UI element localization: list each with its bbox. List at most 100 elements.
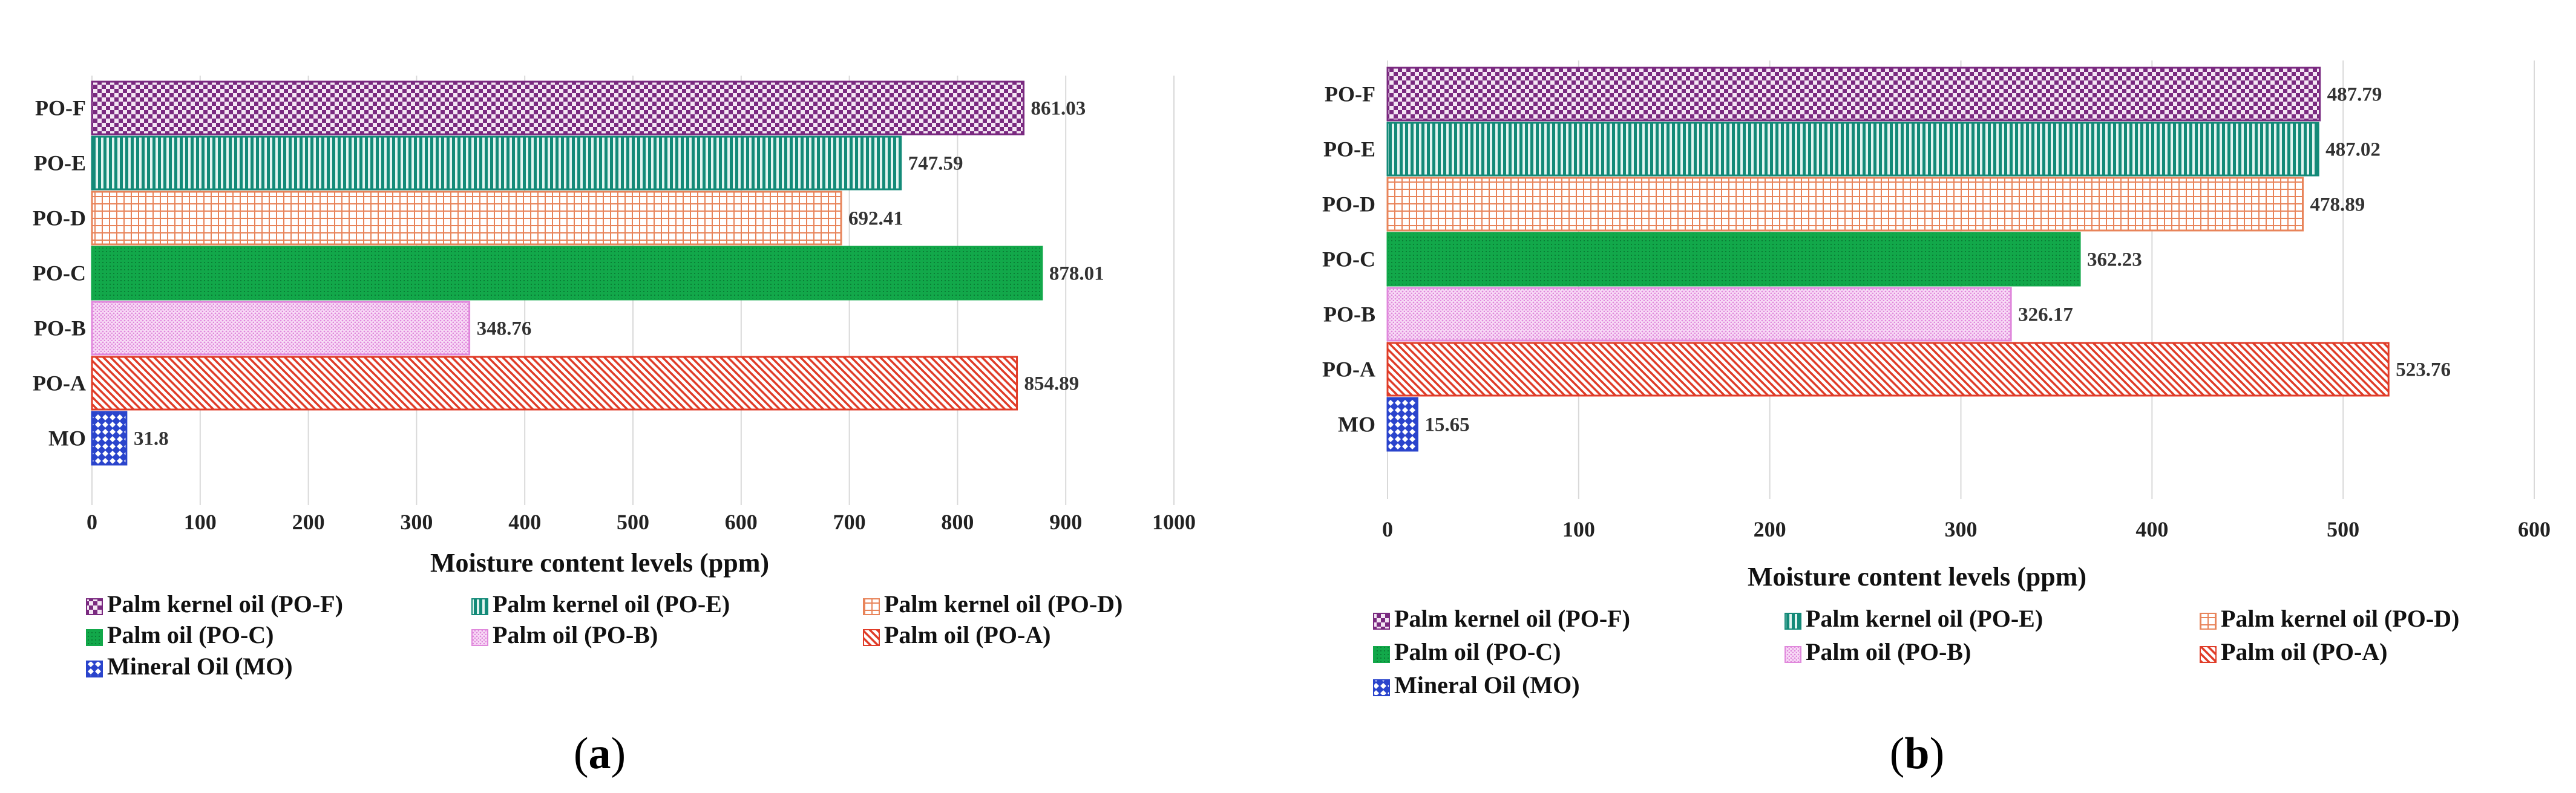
bar-po-e (1386, 122, 2319, 177)
data-label: 31.8 (134, 428, 169, 450)
x-tick-label: 600 (2518, 517, 2551, 541)
category-labels-a: PO-F PO-E PO-D PO-C PO-B PO-A MO (33, 96, 86, 451)
x-tick-label: 0 (87, 510, 97, 534)
data-label: 362.23 (2087, 249, 2142, 271)
category-label: PO-A (33, 371, 86, 396)
x-tick-label: 800 (941, 510, 974, 534)
x-tick-label: 500 (617, 510, 649, 534)
legend-label: Palm kernel oil (PO-D) (884, 590, 1122, 618)
legend-item: Palm kernel oil (PO-D) (863, 590, 1122, 618)
legend-swatch (86, 661, 103, 677)
legend-label: Palm oil (PO-A) (2221, 638, 2388, 665)
bar-po-b (91, 301, 471, 356)
bar-po-f (1386, 67, 2321, 122)
legend-item: Palm oil (PO-C) (1373, 638, 1561, 665)
category-label: PO-C (1322, 247, 1375, 272)
data-label: 326.17 (2018, 304, 2073, 326)
legend-swatch (86, 598, 103, 615)
legend-item: Palm kernel oil (PO-F) (86, 590, 343, 618)
x-tick-label: 400 (2135, 517, 2168, 541)
bar-po-a (1386, 342, 2390, 397)
legend-label: Palm oil (PO-B) (1806, 638, 1971, 665)
bar-po-d (1386, 177, 2304, 232)
x-tick-label: 100 (184, 510, 217, 534)
category-label: PO-F (35, 96, 86, 120)
x-tick-label: 900 (1049, 510, 1082, 534)
legend-label: Palm kernel oil (PO-F) (1394, 605, 1630, 632)
data-label: 878.01 (1049, 263, 1104, 285)
x-tick-label: 300 (1945, 517, 1978, 541)
bar-po-e (91, 135, 902, 191)
chart-b: PO-FPO-EPO-DPO-CPO-BPO-AMO 487.79487.024… (1322, 60, 2551, 778)
data-label: 692.41 (848, 208, 903, 230)
data-label: 854.89 (1024, 373, 1080, 395)
legend-label: Palm oil (PO-C) (1394, 638, 1561, 665)
legend-label: Mineral Oil (MO) (107, 653, 293, 680)
x-tick-label: 1000 (1152, 510, 1196, 534)
data-label: 15.65 (1424, 414, 1469, 436)
category-label: MO (48, 426, 86, 451)
data-label: 523.76 (2396, 359, 2451, 381)
category-label: PO-E (34, 151, 86, 175)
legend-b: Palm kernel oil (PO-F) Palm kernel oil (P… (1373, 605, 2459, 699)
legend-item: Palm oil (PO-C) (86, 621, 274, 648)
data-label: 487.79 (2327, 84, 2382, 106)
x-tick-label: 0 (1382, 517, 1393, 541)
x-tick-label: 200 (1754, 517, 1786, 541)
legend-a: Palm kernel oil (PO-F) Palm kernel oil (P… (86, 590, 1122, 680)
x-tick-labels-b: 0 100 200 300 400 500 600 (1382, 517, 2551, 541)
legend-item: Palm kernel oil (PO-E) (1785, 605, 2043, 632)
legend-label: Palm kernel oil (PO-F) (107, 590, 343, 618)
bar-mo (1386, 397, 1418, 452)
category-label: PO-E (1323, 137, 1375, 162)
category-label: PO-A (1322, 357, 1375, 382)
legend-swatch (2200, 613, 2217, 630)
legend-swatch (1373, 613, 1390, 630)
x-axis-title-a: Moisture content levels (ppm) (430, 548, 769, 578)
category-label: PO-D (1322, 192, 1375, 217)
bars-b (1386, 67, 2390, 452)
chart-a: PO-F PO-E PO-D PO-C PO-B PO-A MO 861.03 747.59 6… (33, 76, 1196, 778)
legend-item: Palm oil (PO-A) (863, 621, 1051, 648)
legend-swatch (2200, 646, 2217, 663)
x-tick-label: 600 (725, 510, 758, 534)
x-tick-label: 500 (2327, 517, 2359, 541)
legend-label: Palm oil (PO-A) (884, 621, 1051, 648)
legend-item: Palm oil (PO-A) (2200, 638, 2388, 665)
x-tick-label: 200 (292, 510, 325, 534)
bars-a (91, 80, 1043, 466)
bar-mo (91, 411, 128, 466)
legend-item: Mineral Oil (MO) (86, 653, 293, 680)
x-tick-labels-a: 0 100 200 300 400 500 600 700 800 900 1000 (87, 510, 1196, 534)
value-labels-b: 487.79 487.02 478.89 362.23 326.17 523.76 15.6… (1424, 84, 2451, 436)
legend-swatch (1785, 613, 1801, 630)
bar-po-d (91, 191, 842, 246)
panel-label-b: (b) (1890, 729, 1944, 778)
data-label: 747.59 (908, 153, 963, 175)
bar-po-a (91, 356, 1018, 411)
legend-swatch (863, 629, 880, 646)
bar-po-c (91, 246, 1043, 301)
value-labels-a: 861.03 747.59 692.41 878.01 348.76 854.89 31.8 (134, 98, 1104, 450)
bar-po-b (1386, 287, 2012, 342)
category-label: PO-B (34, 316, 86, 341)
x-tick-label: 400 (508, 510, 541, 534)
legend-item: Mineral Oil (MO) (1373, 671, 1580, 699)
legend-item: Palm kernel oil (PO-E) (471, 590, 730, 618)
data-label: 861.03 (1031, 98, 1086, 120)
x-tick-label: 700 (833, 510, 866, 534)
category-label: PO-B (1323, 302, 1375, 327)
legend-item: Palm kernel oil (PO-D) (2200, 605, 2459, 632)
data-label: 478.89 (2310, 194, 2365, 216)
legend-label: Palm kernel oil (PO-E) (493, 590, 730, 618)
legend-swatch (86, 629, 103, 646)
legend-item: Palm kernel oil (PO-F) (1373, 605, 1630, 632)
data-label: 487.02 (2325, 139, 2381, 161)
data-label: 348.76 (477, 318, 532, 340)
category-label: PO-C (33, 261, 86, 286)
legend-label: Palm kernel oil (PO-D) (2221, 605, 2459, 632)
bar-po-c (1386, 232, 2081, 287)
legend-item: Palm oil (PO-B) (1785, 638, 1971, 665)
legend-swatch (471, 629, 488, 646)
